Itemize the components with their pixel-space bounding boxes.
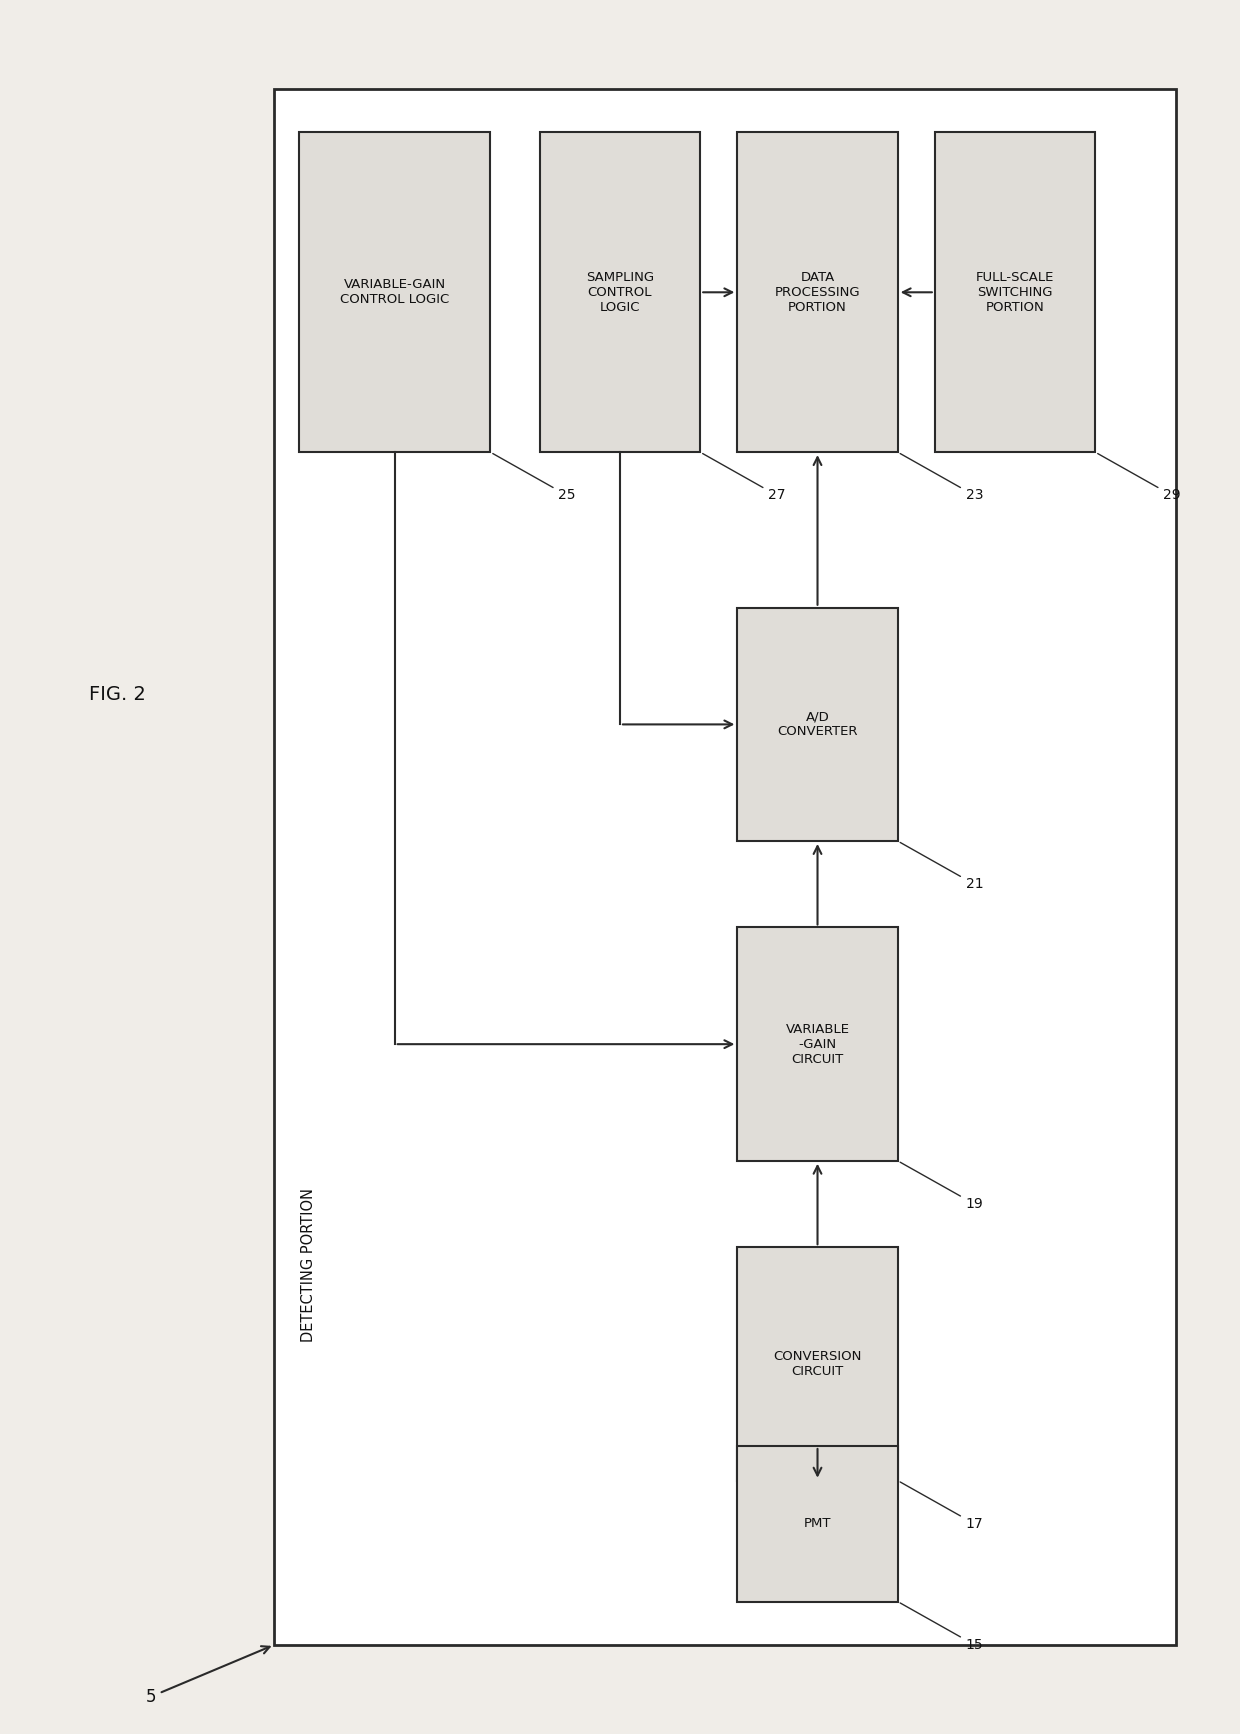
Bar [738, 1446, 898, 1602]
Text: 5: 5 [145, 1646, 269, 1706]
Bar [738, 928, 898, 1160]
Text: VARIABLE-GAIN
CONTROL LOGIC: VARIABLE-GAIN CONTROL LOGIC [340, 277, 449, 307]
Bar [274, 88, 1176, 1646]
Text: VARIABLE
-GAIN
CIRCUIT: VARIABLE -GAIN CIRCUIT [785, 1023, 849, 1066]
Text: 17: 17 [900, 1483, 983, 1531]
Text: 21: 21 [900, 843, 983, 891]
Bar [738, 1247, 898, 1481]
Text: DETECTING PORTION: DETECTING PORTION [301, 1188, 316, 1342]
Text: CONVERSION
CIRCUIT: CONVERSION CIRCUIT [774, 1351, 862, 1379]
Text: FIG. 2: FIG. 2 [89, 685, 146, 704]
Text: DATA
PROCESSING
PORTION: DATA PROCESSING PORTION [775, 271, 861, 314]
Text: 15: 15 [900, 1602, 983, 1653]
Bar [738, 607, 898, 841]
Text: 23: 23 [900, 454, 983, 503]
Bar [935, 132, 1095, 453]
Text: SAMPLING
CONTROL
LOGIC: SAMPLING CONTROL LOGIC [587, 271, 653, 314]
Text: FULL-SCALE
SWITCHING
PORTION: FULL-SCALE SWITCHING PORTION [976, 271, 1054, 314]
Bar [299, 132, 490, 453]
Text: 29: 29 [1097, 454, 1180, 503]
Text: A/D
CONVERTER: A/D CONVERTER [777, 711, 858, 739]
Text: 19: 19 [900, 1162, 983, 1210]
Bar [738, 132, 898, 453]
Bar [539, 132, 701, 453]
Text: 27: 27 [703, 454, 786, 503]
Text: 25: 25 [492, 454, 575, 503]
Text: PMT: PMT [804, 1517, 831, 1531]
